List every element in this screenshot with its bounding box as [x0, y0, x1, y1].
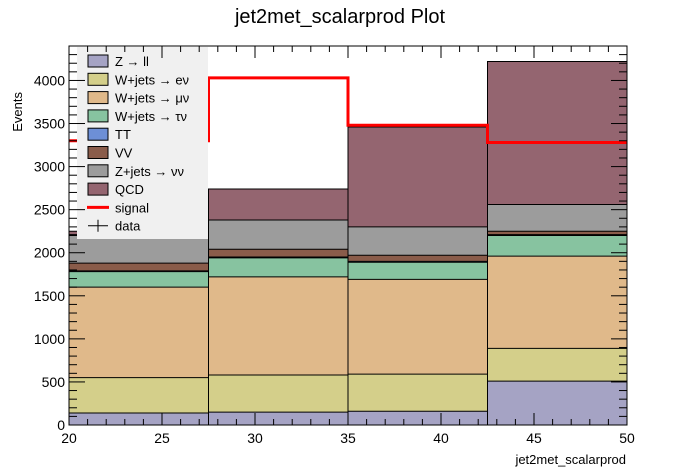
- legend-label-data: data: [115, 219, 141, 234]
- legend-label-w-jets-e: W+jets → eν: [115, 72, 189, 87]
- legend-label-signal: signal: [115, 200, 149, 215]
- x-tick-label-5: 45: [526, 430, 542, 446]
- bar-vv-bin-3: [487, 231, 627, 235]
- bar-z-ll-bin-1: [208, 412, 348, 425]
- bar-vv-bin-0: [69, 263, 209, 271]
- signal-line: [69, 76, 627, 144]
- legend-label-w-jets: W+jets → μν: [115, 91, 189, 106]
- bar-z-ll-bin-0: [69, 412, 209, 425]
- legend-swatch-qcd: [87, 182, 109, 196]
- bar-w-jets-bin-2: [348, 262, 488, 280]
- chart-title: jet2met_scalarprod Plot: [234, 6, 446, 28]
- legend-swatch-tt: [87, 127, 109, 141]
- bar-w-jets-bin-0: [69, 287, 209, 378]
- bar-z-jets-bin-1: [208, 219, 348, 250]
- bar-vv-bin-1: [208, 249, 348, 258]
- bar-w-jets-bin-0: [69, 271, 209, 288]
- x-tick-label-6: 50: [619, 430, 635, 446]
- bar-w-jets-bin-3: [487, 235, 627, 257]
- legend-swatch-vv: [87, 146, 109, 159]
- bar-w-jets-e-bin-3: [487, 348, 627, 382]
- legend-label-vv: VV: [115, 146, 133, 161]
- bar-w-jets-bin-1: [208, 276, 348, 376]
- bar-w-jets-bin-3: [487, 256, 627, 349]
- bar-w-jets-e-bin-2: [348, 374, 488, 412]
- stack-layer: [69, 61, 627, 425]
- signal-layer: [69, 76, 627, 144]
- y-tick-label-1: 500: [42, 374, 66, 390]
- legend-swatch-z-jets: [87, 164, 109, 178]
- legend-swatch-z-ll: [87, 54, 109, 68]
- bar-w-jets-bin-1: [208, 257, 348, 277]
- y-tick-label-0: 0: [57, 417, 65, 433]
- bar-z-ll-bin-2: [348, 411, 488, 425]
- legend-label-z-ll: Z → ll: [115, 54, 149, 69]
- legend-label-tt: TT: [115, 127, 131, 142]
- legend-label-qcd: QCD: [115, 182, 144, 197]
- legend: Z → ll W+jets → eν W+jets → μν W+jets → τν T…: [77, 47, 208, 239]
- y-tick-label-2: 1000: [34, 331, 65, 347]
- y-tick-label-3: 1500: [34, 288, 65, 304]
- y-tick-label-6: 3000: [34, 159, 65, 175]
- y-tick-label-8: 4000: [34, 72, 65, 88]
- bar-qcd-bin-1: [208, 188, 348, 220]
- x-tick-label-0: 20: [61, 430, 77, 446]
- x-tick-label-4: 40: [433, 430, 449, 446]
- x-tick-label-2: 30: [247, 430, 263, 446]
- bar-z-jets-bin-0: [69, 234, 209, 264]
- x-axis-title: jet2met_scalarprod: [514, 452, 626, 467]
- x-tick-label-3: 35: [340, 430, 356, 446]
- legend-label-z-jets: Z+jets → νν: [115, 164, 184, 179]
- bar-z-jets-bin-3: [487, 204, 627, 232]
- y-tick-label-4: 2000: [34, 245, 65, 261]
- x-tick-label-1: 25: [154, 430, 170, 446]
- legend-label-w-jets: W+jets → τν: [115, 109, 187, 124]
- y-tick-label-7: 3500: [34, 116, 65, 132]
- legend-swatch-w-jets-e: [87, 72, 109, 86]
- legend-swatch-w-jets: [87, 91, 109, 105]
- bar-w-jets-bin-2: [348, 279, 488, 375]
- bar-w-jets-e-bin-0: [69, 377, 209, 413]
- bar-vv-bin-2: [348, 255, 488, 262]
- bar-w-jets-e-bin-1: [208, 375, 348, 413]
- bar-qcd-bin-2: [348, 126, 488, 227]
- y-axis-title: Events: [10, 92, 25, 132]
- axes: 20 25 30 35 40 45 5005001000150020002500300035…: [34, 45, 635, 446]
- legend-swatch-w-jets: [87, 109, 109, 123]
- y-tick-label-5: 2500: [34, 202, 65, 218]
- bar-z-jets-bin-2: [348, 226, 488, 256]
- bar-qcd-bin-3: [487, 61, 627, 205]
- bar-z-ll-bin-3: [487, 381, 627, 425]
